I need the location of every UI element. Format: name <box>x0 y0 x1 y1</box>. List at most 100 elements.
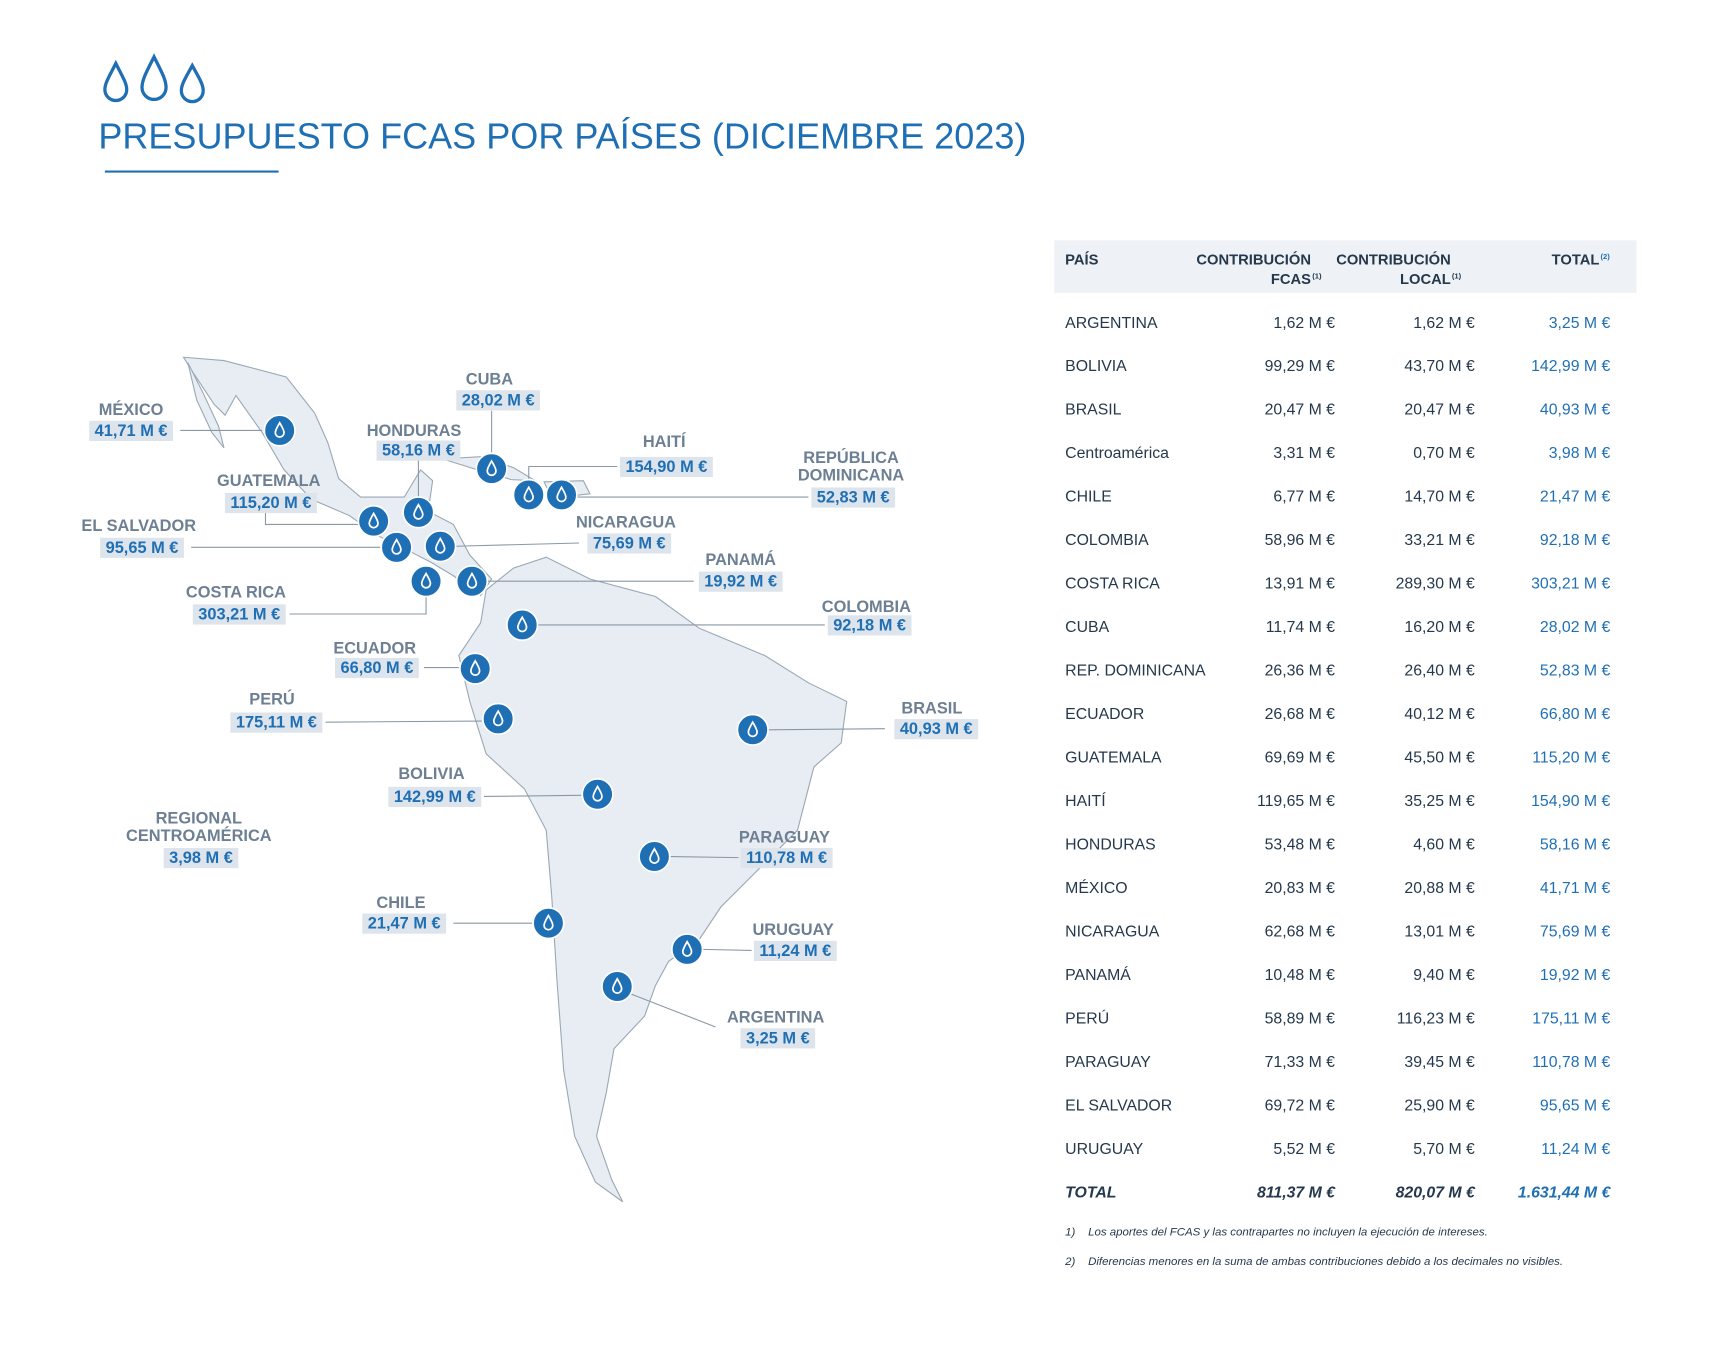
country-name: PERÚ <box>249 690 295 709</box>
pin-drop <box>413 503 424 520</box>
pin-drop <box>649 847 660 864</box>
country-value: 19,92 M € <box>704 573 777 591</box>
country-name: ECUADOR <box>333 639 416 657</box>
leader-line <box>528 465 618 480</box>
table-cell: 175,11 M € <box>1532 1010 1610 1027</box>
country-cell: GUATEMALA <box>1065 750 1162 767</box>
pin-drop <box>420 571 432 589</box>
value-box <box>163 847 239 869</box>
country-name: URUGUAY <box>752 921 833 939</box>
table-cell: 95,65 M € <box>1540 1097 1611 1114</box>
country-value: 110,78 M € <box>746 849 827 867</box>
pin-drop <box>391 538 402 555</box>
country-value: 115,20 M € <box>230 494 311 512</box>
country-value: 92,18 M € <box>833 616 906 634</box>
total-cell: 820,07 M € <box>1396 1184 1476 1201</box>
table-cell: 289,30 M € <box>1396 576 1475 593</box>
table-cell: 3,31 M € <box>1273 445 1335 462</box>
column-header: CONTRIBUCIÓN <box>1196 250 1311 268</box>
pin-drop <box>543 913 554 931</box>
table-cell: 52,83 M € <box>1540 663 1611 680</box>
country-name: CENTROAMÉRICA <box>126 826 272 845</box>
table-cell: 99,29 M € <box>1265 358 1336 375</box>
column-header: PAÍS <box>1065 251 1098 268</box>
table-cell: 21,47 M € <box>1540 489 1611 506</box>
table-cell: 3,25 M € <box>1549 315 1611 332</box>
value-box <box>224 492 317 514</box>
value-box <box>192 604 286 625</box>
column-header: CONTRIBUCIÓN <box>1336 250 1451 268</box>
value-box <box>376 440 461 461</box>
footnote-text: Los aportes del FCAS y las contrapartes … <box>1088 1227 1488 1239</box>
value-box <box>740 1028 816 1049</box>
country-name: COSTA RICA <box>186 584 286 602</box>
value-box <box>362 913 447 934</box>
leader-line <box>455 542 580 547</box>
value-box <box>388 786 482 807</box>
table-cell: 45,50 M € <box>1404 750 1475 767</box>
leader-line <box>670 855 739 859</box>
country-name: GUATEMALA <box>217 472 321 490</box>
country-name: ARGENTINA <box>727 1009 825 1027</box>
table-header-band <box>1054 240 1637 293</box>
table-cell: 13,01 M € <box>1404 923 1475 940</box>
pin <box>455 565 489 598</box>
table-cell: 26,68 M € <box>1265 706 1336 723</box>
country-cell: CHILE <box>1065 489 1112 506</box>
table-cell: 0,70 M € <box>1413 445 1475 462</box>
pin <box>409 565 443 598</box>
country-name: PARAGUAY <box>739 828 830 846</box>
table-cell: 9,40 M € <box>1413 967 1475 984</box>
country-name: CUBA <box>466 371 513 389</box>
column-header: TOTAL <box>1552 252 1600 268</box>
pin-drop <box>368 511 379 529</box>
leader-line <box>631 993 716 1028</box>
country-value: 11,24 M € <box>759 942 831 960</box>
table-cell: 39,45 M € <box>1404 1054 1475 1071</box>
pin-drop <box>612 977 623 994</box>
footnote-text: Diferencias menores en la suma de ambas … <box>1088 1256 1563 1268</box>
country-cell: Centroamérica <box>1065 445 1169 462</box>
country-name: NICARAGUA <box>576 514 676 532</box>
country-name: MÉXICO <box>99 400 164 419</box>
country-cell: URUGUAY <box>1065 1141 1143 1158</box>
country-name: PANAMÁ <box>705 550 776 569</box>
country-name: BRASIL <box>901 699 962 717</box>
value-box <box>456 390 541 411</box>
pin <box>475 452 508 485</box>
pin-drop <box>556 485 567 503</box>
country-cell: BOLIVIA <box>1065 358 1127 375</box>
country-name: REGIONAL <box>156 810 242 828</box>
country-cell: MÉXICO <box>1065 878 1127 897</box>
table-cell: 14,70 M € <box>1404 489 1475 506</box>
value-box <box>587 533 672 554</box>
pin-drop <box>274 421 285 438</box>
pin <box>545 478 578 512</box>
country-value: 28,02 M € <box>462 391 535 409</box>
country-cell: PERÚ <box>1065 1008 1109 1027</box>
table-cell: 53,48 M € <box>1265 837 1336 854</box>
table-cell: 33,21 M € <box>1404 532 1475 549</box>
table-cell: 6,77 M € <box>1273 489 1335 506</box>
value-box <box>740 847 833 869</box>
value-box <box>811 487 896 508</box>
value-box <box>619 456 713 478</box>
country-cell: PANAMÁ <box>1065 965 1131 984</box>
country-value: 75,69 M € <box>593 534 666 552</box>
country-cell: HAITÍ <box>1065 791 1106 810</box>
value-box <box>335 657 419 679</box>
title: PRESUPUESTO FCAS POR PAÍSES (DICIEMBRE 2… <box>98 116 1026 157</box>
pin-drop <box>592 784 603 802</box>
value-box <box>698 571 783 592</box>
pin <box>736 713 769 746</box>
pin-drop <box>747 720 758 738</box>
pin <box>459 652 492 685</box>
total-cell: 1.631,44 M € <box>1518 1184 1612 1201</box>
table-cell: 26,40 M € <box>1404 663 1475 680</box>
table-cell: 92,18 M € <box>1540 532 1611 549</box>
country-value: 154,90 M € <box>625 458 707 476</box>
country-name: REPÚBLICA <box>803 448 899 467</box>
table-cell: 26,36 M € <box>1265 663 1336 680</box>
table-cell: 116,23 M € <box>1397 1010 1475 1027</box>
